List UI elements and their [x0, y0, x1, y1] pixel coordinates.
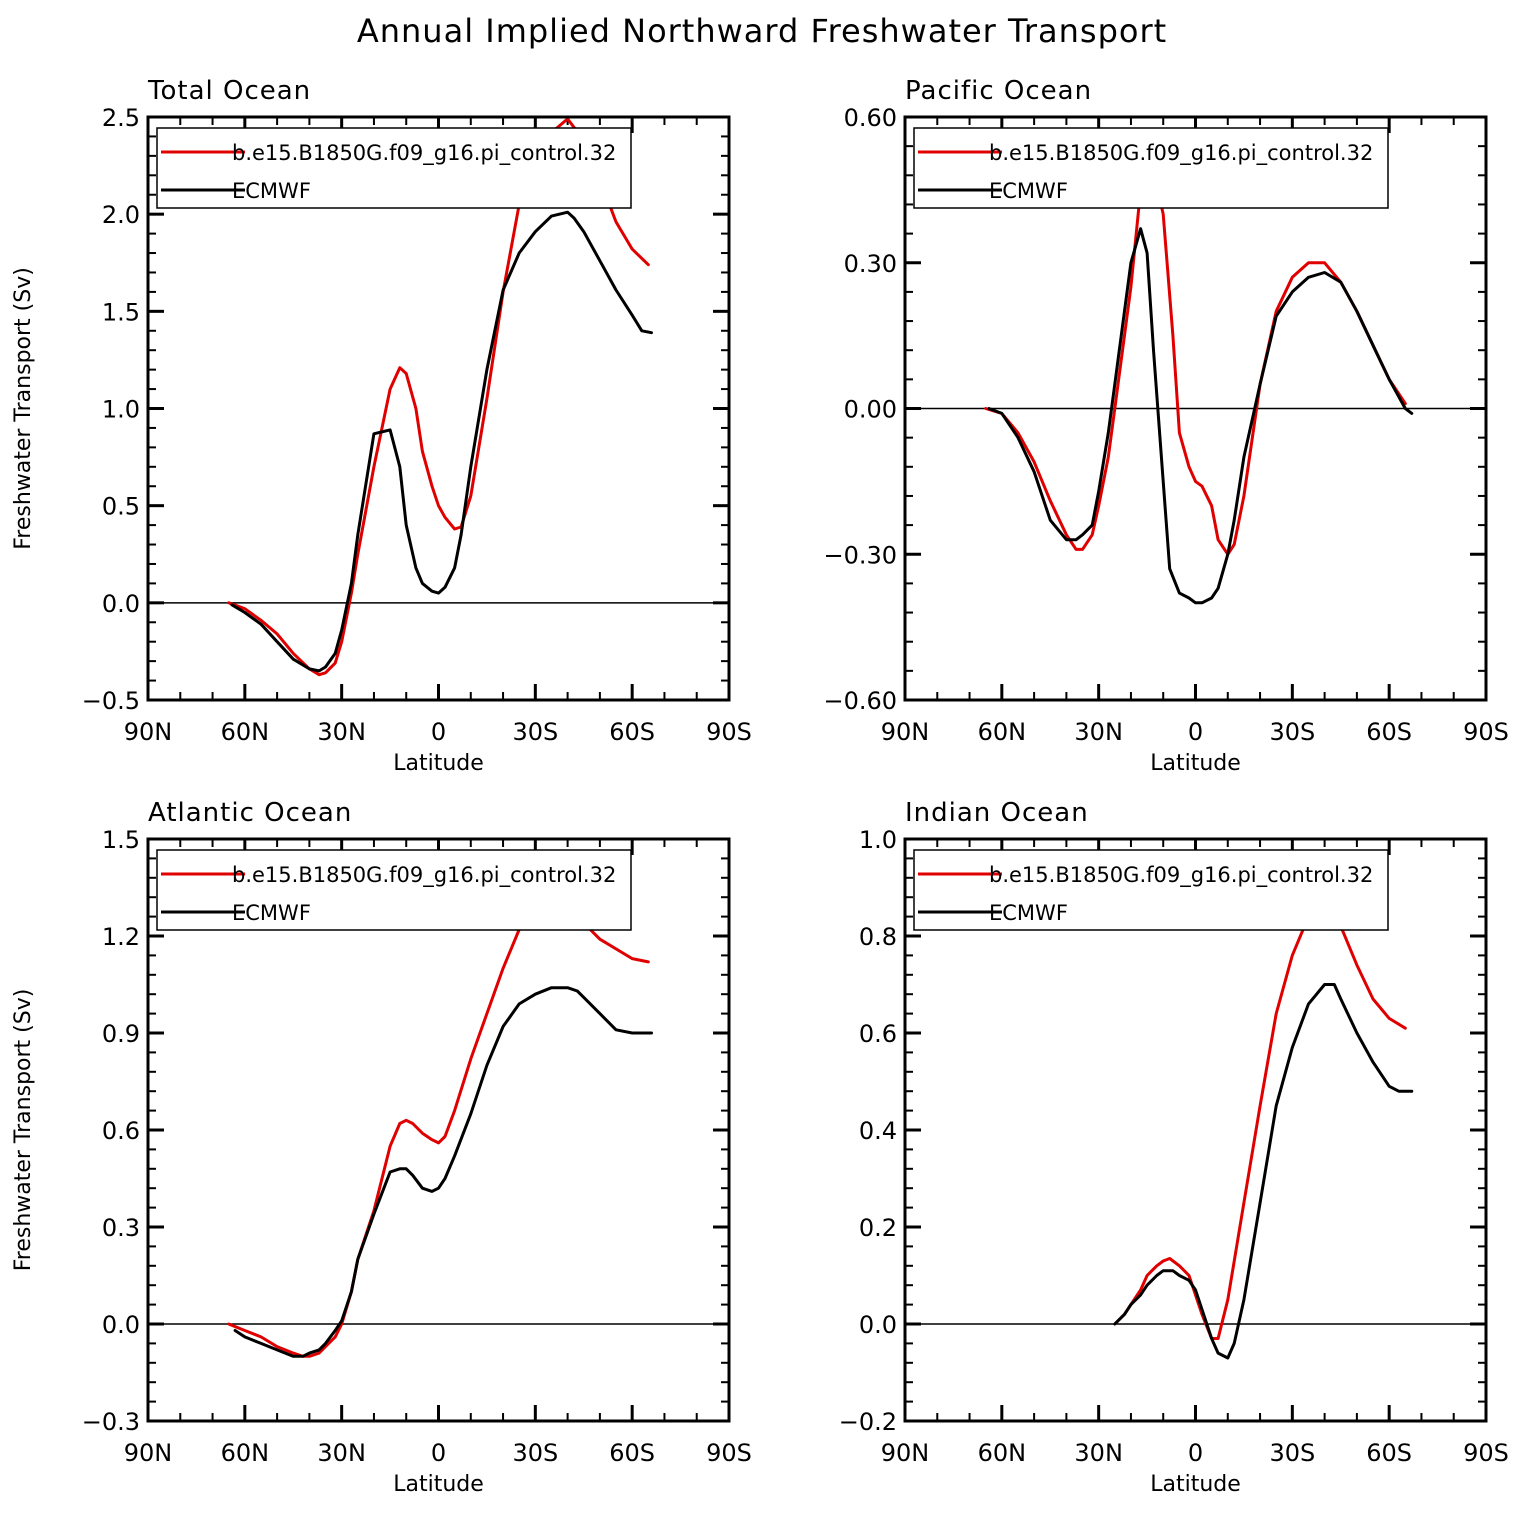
x-tick-label: 90S [706, 1439, 752, 1467]
x-tick-label: 60N [978, 1439, 1027, 1467]
y-tick-label: 0.8 [859, 923, 897, 951]
y-tick-label: 2.5 [102, 104, 140, 132]
y-tick-label: −0.30 [823, 541, 897, 569]
x-tick-label: 30N [1074, 1439, 1123, 1467]
legend-box [913, 127, 1389, 209]
x-tick-label: 30N [317, 718, 366, 746]
x-axis-label: Latitude [393, 1472, 484, 1497]
x-tick-label: 60S [1366, 718, 1412, 746]
x-tick-label: 90N [881, 718, 930, 746]
panel-title: Indian Ocean [905, 798, 1089, 828]
y-tick-label: 0.4 [859, 1117, 897, 1145]
ecmwf-series-line [233, 986, 653, 1358]
x-tick-label: 90S [1463, 1439, 1509, 1467]
y-tick-label: −0.5 [82, 687, 140, 715]
panel-title: Pacific Ocean [905, 76, 1092, 106]
x-tick-label: 30S [512, 718, 558, 746]
y-tick-label: 0.6 [102, 1117, 140, 1145]
y-tick-label: 1.5 [102, 826, 140, 854]
y-tick-label: 0.9 [102, 1020, 140, 1048]
panel-total-ocean: Total Ocean 90N 60N 30N 0 30S 60S 90S −0.5 0.0 0.5… [11, 76, 752, 776]
plot-frame [146, 115, 731, 702]
y-tick-label: 1.0 [859, 826, 897, 854]
y-tick-label: 0.3 [102, 1214, 140, 1242]
panel-title: Total Ocean [147, 76, 311, 106]
legend-box [913, 849, 1389, 931]
x-tick-label: 60S [609, 1439, 655, 1467]
x-tick-label: 90S [1463, 718, 1509, 746]
ecmwf-series-line [1113, 983, 1414, 1360]
x-tick-label: 0 [431, 718, 446, 746]
x-tick-label: 60S [1366, 1439, 1412, 1467]
ecmwf-series-line [230, 210, 653, 673]
y-tick-label: 0.60 [844, 104, 897, 132]
y-tick-label: 1.0 [102, 396, 140, 424]
x-tick-label: 30N [1074, 718, 1123, 746]
y-tick-label: 0.0 [102, 1311, 140, 1339]
ecmwf-series-line [987, 227, 1414, 605]
x-tick-label: 30S [1269, 1439, 1315, 1467]
legend-label: b.e15.B1850G.f09_g16.pi_control.32 [989, 141, 1373, 166]
y-tick-label: 2.0 [102, 201, 140, 229]
plot-frame [903, 837, 1488, 1423]
x-tick-label: 90N [124, 718, 173, 746]
x-tick-label: 30S [1269, 718, 1315, 746]
y-tick-label: 0.0 [859, 1311, 897, 1339]
y-tick-label: 0.5 [102, 493, 140, 521]
x-tick-label: 60S [609, 718, 655, 746]
panel-title: Atlantic Ocean [148, 798, 352, 828]
x-tick-label: 60N [978, 718, 1027, 746]
x-axis-label: Latitude [1150, 751, 1241, 776]
legend-label: ECMWF [989, 901, 1068, 925]
legend-box [156, 849, 632, 931]
x-tick-label: 90N [881, 1439, 930, 1467]
legend-label: b.e15.B1850G.f09_g16.pi_control.32 [232, 863, 616, 888]
x-tick-label: 0 [431, 1439, 446, 1467]
legend-label: ECMWF [232, 179, 311, 203]
figure-title: Annual Implied Northward Freshwater Tran… [356, 12, 1168, 50]
y-tick-label: 0.0 [102, 590, 140, 618]
x-tick-label: 0 [1188, 1439, 1203, 1467]
plot-frame [146, 837, 731, 1423]
legend-label: ECMWF [989, 179, 1068, 203]
x-tick-label: 30N [317, 1439, 366, 1467]
y-axis-label: Freshwater Transport (Sv) [11, 989, 36, 1272]
model-series-line [227, 895, 650, 1358]
panel-indian-ocean: Indian Ocean 90N 60N 30N 0 30S 60S 90S −0.2 0.0 0.… [839, 798, 1509, 1497]
y-tick-label: 0.00 [844, 396, 897, 424]
legend-box [156, 127, 632, 209]
x-tick-label: 90S [706, 718, 752, 746]
panel-atlantic-ocean: Atlantic Ocean 90N 60N 30N 0 30S 60S 90S −0.3 0.0… [11, 798, 752, 1497]
x-tick-label: 60N [221, 718, 270, 746]
y-tick-label: −0.2 [839, 1408, 897, 1436]
y-tick-label: −0.3 [82, 1408, 140, 1436]
legend-label: ECMWF [232, 901, 311, 925]
y-tick-label: 0.30 [844, 250, 897, 278]
y-tick-label: 0.6 [859, 1020, 897, 1048]
x-tick-label: 30S [512, 1439, 558, 1467]
x-axis-label: Latitude [393, 751, 484, 776]
plot-frame [903, 115, 1488, 702]
y-tick-label: 1.2 [102, 923, 140, 951]
model-series-line [984, 168, 1407, 556]
y-tick-label: 0.2 [859, 1214, 897, 1242]
x-axis-label: Latitude [1150, 1472, 1241, 1497]
y-tick-label: −0.60 [823, 687, 897, 715]
x-tick-label: 90N [124, 1439, 173, 1467]
x-tick-label: 0 [1188, 718, 1203, 746]
legend-label: b.e15.B1850G.f09_g16.pi_control.32 [989, 863, 1373, 888]
x-tick-label: 60N [221, 1439, 270, 1467]
legend-label: b.e15.B1850G.f09_g16.pi_control.32 [232, 141, 616, 166]
y-axis-label: Freshwater Transport (Sv) [11, 267, 36, 550]
panel-pacific-ocean: Pacific Ocean 90N 60N 30N 0 30S 60S 90S −0.60 −0.… [823, 76, 1508, 776]
y-tick-label: 1.5 [102, 298, 140, 326]
